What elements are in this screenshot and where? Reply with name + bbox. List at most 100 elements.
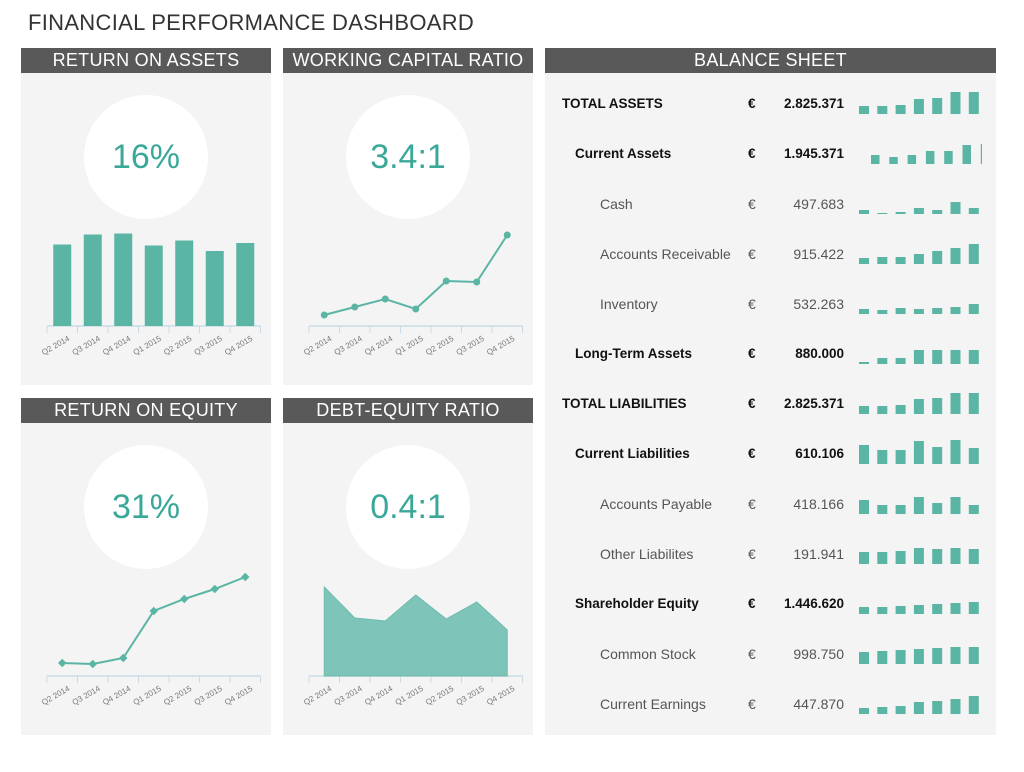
spark-bar <box>913 399 924 414</box>
data-point <box>503 231 511 239</box>
x-tick-label: Q2 2014 <box>40 334 72 357</box>
roe-chart: Q2 2014 Q3 2014 Q4 2014 Q1 2015 Q2 2015 Q3 20… <box>40 572 261 707</box>
der-chart: Q2 2014 Q3 2014 Q4 2014 Q1 2015 Q2 2015 Q3 20… <box>302 585 523 707</box>
spark-bar <box>913 208 924 214</box>
spark-bar <box>859 445 869 464</box>
sparkline <box>859 393 979 414</box>
x-tick-label: Q3 2015 <box>455 334 487 357</box>
spark-bar <box>877 707 888 714</box>
spark-bar <box>895 105 906 114</box>
row-value: 915.422 <box>793 246 844 262</box>
sparkline <box>859 350 979 364</box>
currency-symbol: € <box>748 696 756 712</box>
row-label: Common Stock <box>600 646 696 662</box>
row-value: 447.870 <box>793 696 844 712</box>
sparkline <box>859 602 979 614</box>
spark-bar <box>913 605 924 614</box>
roa-kpi: 16% <box>84 95 208 219</box>
balance-row: Current Earnings € 447.870 <box>545 694 996 714</box>
der-panel: DEBT-EQUITY RATIO 0.4:1 Q2 2014 Q3 2014 Q4… <box>283 398 533 735</box>
spark-bar <box>859 652 869 664</box>
row-label: Long-Term Assets <box>575 346 693 361</box>
spark-bar <box>859 309 869 314</box>
balance-row: Current Liabilities € 610.106 <box>545 440 996 464</box>
spark-bar <box>932 398 943 414</box>
spark-bar <box>913 309 924 314</box>
data-point <box>351 303 359 311</box>
spark-bar <box>913 254 924 264</box>
spark-bar <box>968 505 979 514</box>
bar <box>83 234 102 326</box>
roe-panel: RETURN ON EQUITY 31% Q2 2014 Q3 2014 Q4 20… <box>21 398 271 735</box>
spark-bar <box>895 505 906 514</box>
spark-bar <box>968 393 979 414</box>
spark-bar <box>968 647 979 664</box>
row-value: 998.750 <box>793 646 844 662</box>
x-tick-label: Q2 2015 <box>424 334 456 357</box>
spark-bar <box>877 607 888 614</box>
spark-bar <box>950 548 961 564</box>
currency-symbol: € <box>748 146 756 161</box>
spark-bar <box>877 450 888 464</box>
sparkline <box>859 647 979 664</box>
spark-bar <box>859 106 869 114</box>
x-tick-label: Q3 2015 <box>193 684 225 707</box>
currency-symbol: € <box>748 396 756 411</box>
balance-row: TOTAL ASSETS € 2.825.371 <box>545 92 996 114</box>
spark-bar <box>859 258 869 264</box>
row-value: 418.166 <box>793 496 844 512</box>
sparkline <box>859 497 979 514</box>
x-tick-label: Q2 2014 <box>40 684 72 707</box>
sparkline <box>859 244 979 264</box>
wcr-kpi: 3.4:1 <box>346 95 470 219</box>
row-label: TOTAL ASSETS <box>562 96 663 111</box>
currency-symbol: € <box>748 596 756 611</box>
x-tick-label: Q4 2015 <box>485 334 517 357</box>
spark-bar <box>895 358 906 364</box>
row-label: Accounts Payable <box>600 496 713 512</box>
balance-row: Accounts Payable € 418.166 <box>545 494 996 514</box>
spark-bar <box>932 350 943 364</box>
spark-bar <box>950 603 961 614</box>
spark-bar <box>932 604 943 614</box>
spark-bar <box>925 151 935 164</box>
spark-bar <box>913 497 924 514</box>
currency-symbol: € <box>748 196 756 212</box>
roa-panel: RETURN ON ASSETS 16% Q2 2014 Q3 2014 Q4 20… <box>21 48 271 385</box>
spark-bar <box>859 708 869 714</box>
x-tick-label: Q2 2014 <box>302 684 334 707</box>
spark-bar <box>859 552 869 564</box>
x-tick-label: Q4 2015 <box>223 684 255 707</box>
spark-bar <box>950 393 961 414</box>
spark-bar <box>950 699 961 714</box>
spark-bar <box>932 98 943 114</box>
spark-bar <box>859 500 869 514</box>
wcr-panel: WORKING CAPITAL RATIO 3.4:1 Q2 2014 Q3 20… <box>283 48 533 385</box>
currency-symbol: € <box>748 96 756 111</box>
currency-symbol: € <box>748 246 756 262</box>
x-tick-label: Q2 2015 <box>162 684 194 707</box>
x-tick-label: Q1 2015 <box>132 334 164 357</box>
spark-bar <box>932 251 943 264</box>
row-label: Accounts Receivable <box>600 246 731 262</box>
sparkline <box>871 144 982 164</box>
spark-bar <box>932 549 943 564</box>
balance-row: Other Liabilites € 191.941 <box>545 544 996 564</box>
spark-bar <box>877 358 888 364</box>
wcr-title: WORKING CAPITAL RATIO <box>283 48 533 73</box>
spark-bar <box>913 441 924 464</box>
spark-bar <box>877 406 888 414</box>
balance-row: Cash € 497.683 <box>545 194 996 214</box>
spark-bar <box>859 607 869 614</box>
sparkline <box>859 548 979 564</box>
bar <box>205 251 224 326</box>
spark-bar <box>968 448 979 464</box>
data-point <box>320 311 328 319</box>
spark-bar <box>962 145 971 164</box>
spark-bar <box>932 503 943 514</box>
spark-bar <box>950 307 961 314</box>
currency-symbol: € <box>748 646 756 662</box>
spark-bar <box>913 350 924 364</box>
area-series <box>323 585 508 677</box>
spark-bar <box>895 212 906 214</box>
